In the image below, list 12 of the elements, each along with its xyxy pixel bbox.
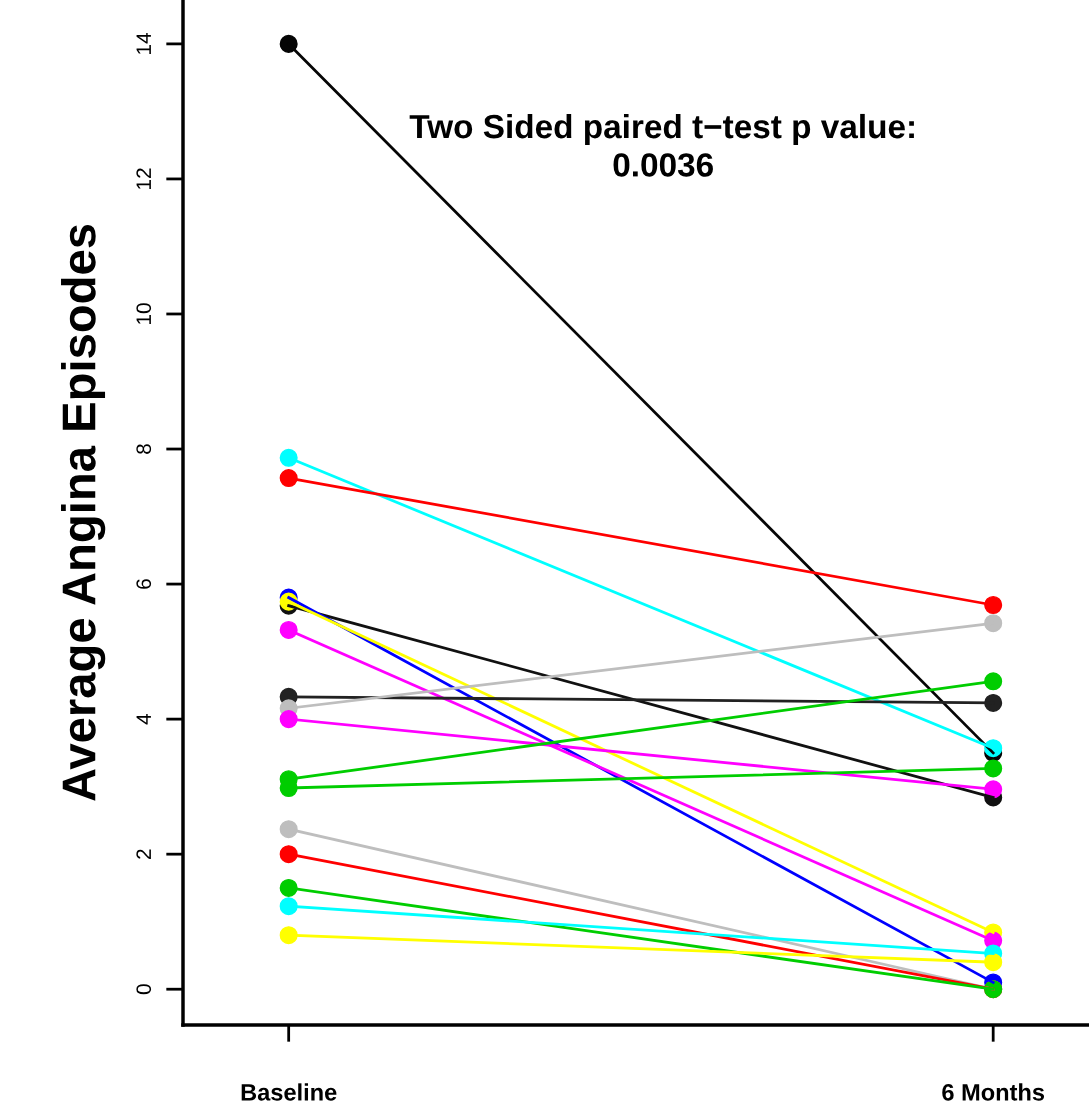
y-tick-label: 2 bbox=[136, 849, 151, 859]
y-tick-label: 14 bbox=[136, 32, 151, 54]
y-tick-label: 10 bbox=[136, 303, 152, 324]
y-tick-label: 6 bbox=[136, 579, 152, 589]
y-tick-label: 8 bbox=[136, 444, 152, 454]
x-tick-label: Baseline bbox=[241, 1083, 337, 1101]
annotation: Two Sided paired t−test p value: 0.0036 bbox=[409, 113, 914, 177]
x-tick-label: 6 Months bbox=[942, 1083, 1045, 1101]
y-tick-label: 12 bbox=[136, 168, 151, 189]
y-tick-label: 0 bbox=[136, 984, 152, 995]
y-tick-label: 4 bbox=[136, 713, 151, 725]
y-axis-title: Average Angina Episodes bbox=[61, 224, 106, 801]
